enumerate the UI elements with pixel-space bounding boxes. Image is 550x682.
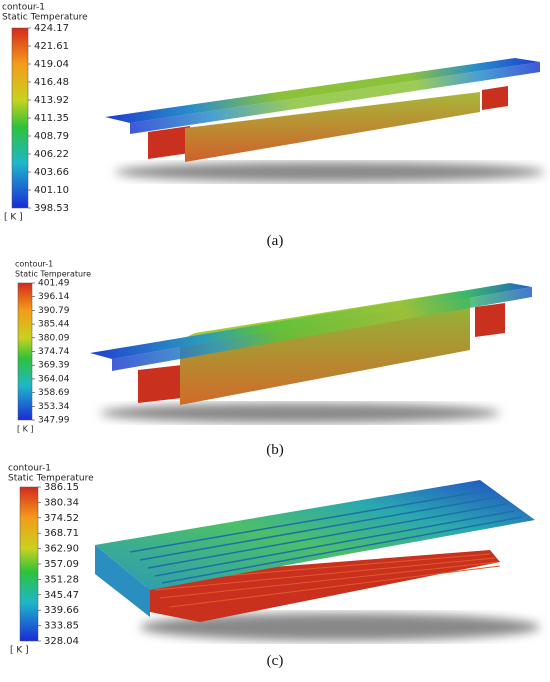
- legend-title: Static Temperature: [2, 13, 88, 23]
- colorbar-label: 408.79: [34, 131, 69, 142]
- block: [138, 365, 182, 403]
- colorbar-label: 406.22: [34, 149, 69, 160]
- colorbar-label: 374.74: [38, 347, 70, 357]
- colorbar-label: 390.79: [38, 306, 70, 316]
- contour-name: contour-1: [8, 464, 51, 474]
- block: [475, 303, 505, 337]
- colorbar-label: 416.48: [34, 77, 69, 88]
- top-bar: [105, 58, 540, 123]
- colorbar-label: 362.90: [44, 544, 79, 555]
- fins-top: [129, 489, 523, 584]
- colorbar-label: 368.71: [44, 528, 79, 539]
- caption: (c): [266, 653, 284, 669]
- colorbar: [17, 282, 33, 421]
- top: [95, 480, 535, 590]
- colorbar: [11, 27, 29, 209]
- shadow: [115, 162, 545, 182]
- top-bar-front: [130, 62, 540, 134]
- unit: [ K ]: [10, 646, 29, 655]
- fins-bottom: [145, 550, 500, 622]
- colorbar-label: 333.85: [44, 621, 79, 632]
- colorbar-label: 351.28: [44, 574, 79, 585]
- colorbar-label: 380.34: [44, 497, 79, 508]
- colorbar-label: 403.66: [34, 167, 69, 178]
- colorbar-label: 424.17: [34, 23, 69, 34]
- colorbar-label: 369.39: [38, 361, 70, 371]
- body: [180, 295, 470, 405]
- colorbar-label: 401.10: [34, 185, 69, 196]
- colorbar-label: 364.04: [38, 374, 70, 384]
- side: [95, 545, 150, 617]
- colorbar-label: 339.66: [44, 605, 79, 616]
- colorbar-label: 396.14: [38, 292, 70, 302]
- top-bar-front: [112, 287, 532, 371]
- colorbar-label: 385.44: [38, 320, 70, 330]
- block: [482, 86, 508, 110]
- fin-lines: [149, 553, 501, 608]
- colorbar-label: 347.99: [38, 416, 70, 426]
- contour-name: contour-1: [15, 260, 53, 269]
- colorbar-label: 421.61: [34, 41, 69, 52]
- body: [185, 92, 480, 162]
- colorbar: [19, 486, 39, 642]
- colorbar-label: 386.15: [44, 482, 79, 493]
- colorbar-label: 401.49: [38, 279, 70, 289]
- shadow: [100, 403, 500, 423]
- colorbar-label: 374.52: [44, 513, 79, 524]
- colorbar-label: 411.35: [34, 113, 69, 124]
- colorbar-label: 398.53: [34, 203, 69, 214]
- caption: (a): [266, 233, 284, 249]
- unit: [ K ]: [4, 213, 23, 223]
- colorbar-label: 413.92: [34, 95, 69, 106]
- colorbar-label: 345.47: [44, 590, 79, 601]
- colorbar-label: 357.09: [44, 559, 79, 570]
- legend-title: Static Temperature: [8, 474, 94, 484]
- colorbar-label: 419.04: [34, 59, 69, 70]
- top-bar: [90, 283, 532, 359]
- unit: [ K ]: [17, 425, 34, 434]
- caption: (b): [266, 442, 284, 458]
- colorbar-label: 380.09: [38, 333, 70, 343]
- colorbar-label: 358.69: [38, 388, 70, 398]
- colorbar-label: 328.04: [44, 636, 79, 647]
- block: [148, 126, 190, 159]
- legend-title: Static Temperature: [15, 270, 91, 279]
- contour-name: contour-1: [2, 3, 45, 13]
- colorbar-label: 353.34: [38, 402, 70, 412]
- shadow: [140, 613, 540, 641]
